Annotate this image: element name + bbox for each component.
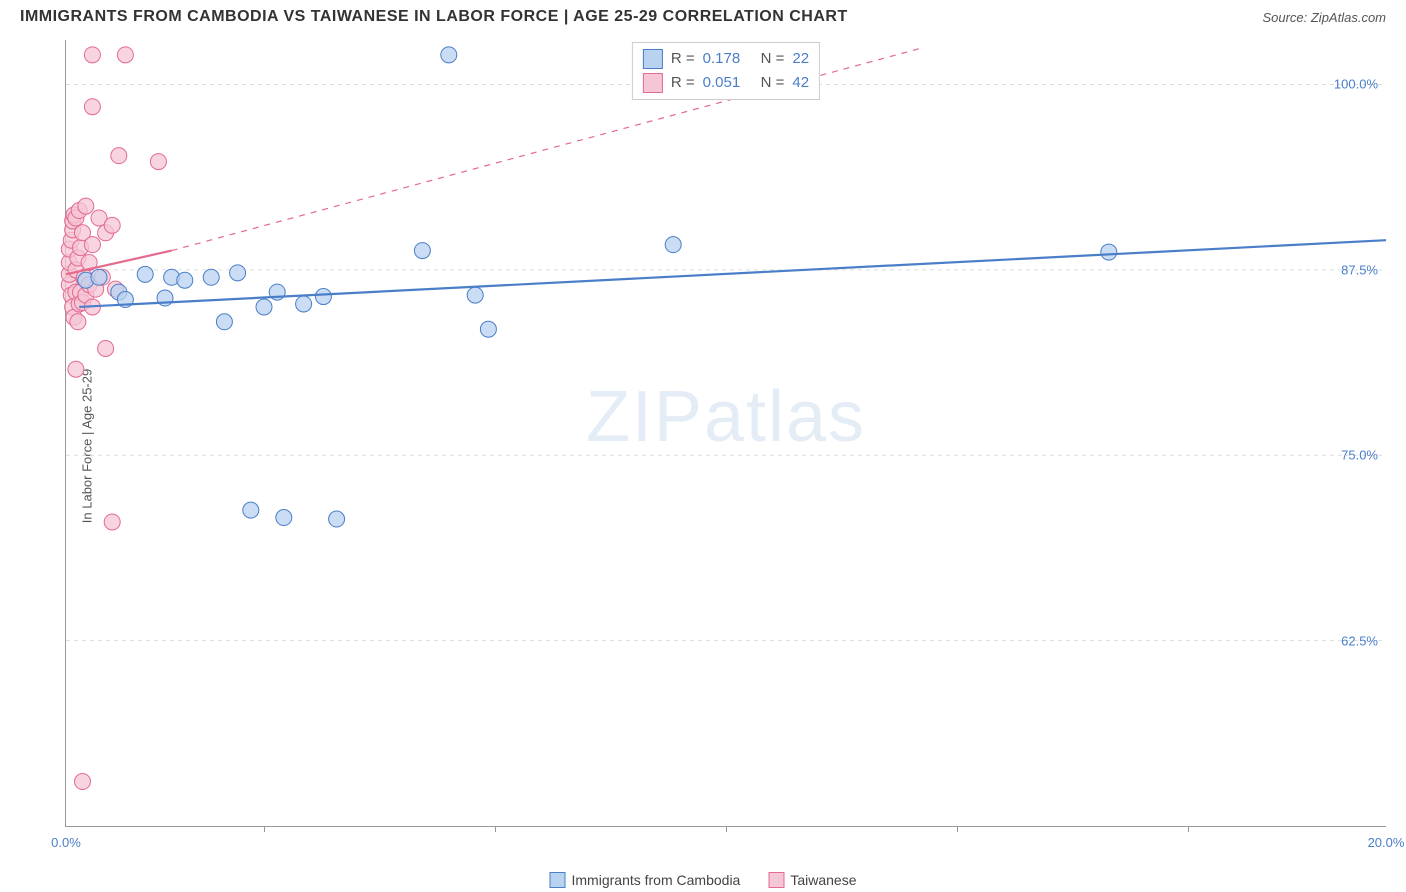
series-label: Taiwanese [790,872,856,888]
y-tick-label: 87.5% [1341,262,1378,277]
x-tick-mark [264,826,265,832]
series-legend-item: Immigrants from Cambodia [550,872,741,888]
legend-swatch [643,49,663,69]
r-value: 0.178 [703,47,753,71]
x-tick-mark [957,826,958,832]
series-legend: Immigrants from Cambodia Taiwanese [550,872,857,888]
n-value: 22 [792,47,809,71]
legend-swatch [768,872,784,888]
y-tick-label: 100.0% [1334,77,1378,92]
correlation-legend: R = 0.178 N = 22 R = 0.051 N = 42 [632,42,820,100]
n-value: 42 [792,71,809,95]
y-tick-label: 62.5% [1341,633,1378,648]
series-label: Immigrants from Cambodia [572,872,741,888]
legend-row: R = 0.178 N = 22 [643,47,809,71]
chart-title: IMMIGRANTS FROM CAMBODIA VS TAIWANESE IN… [20,8,848,26]
plot-area: In Labor Force | Age 25-29 ZIPatlas R =0… [20,40,1386,852]
n-label: N = [761,47,785,71]
r-value: 0.051 [703,71,753,95]
legend-row: R = 0.051 N = 42 [643,71,809,95]
y-tick-label: 75.0% [1341,448,1378,463]
source-label: Source: ZipAtlas.com [1262,10,1386,25]
series-legend-item: Taiwanese [768,872,856,888]
x-tick-mark [495,826,496,832]
n-label: N = [761,71,785,95]
legend-swatch [550,872,566,888]
x-tick-label: 0.0% [51,835,81,850]
x-tick-mark [1188,826,1189,832]
r-label: R = [671,71,695,95]
legend-swatch [643,73,663,93]
svg-layer [66,40,1386,826]
x-tick-mark [726,826,727,832]
scatter-plot: ZIPatlas R =0.178N =22R =0.051N =42 62.5… [65,40,1386,827]
r-label: R = [671,47,695,71]
x-tick-label: 20.0% [1368,835,1405,850]
